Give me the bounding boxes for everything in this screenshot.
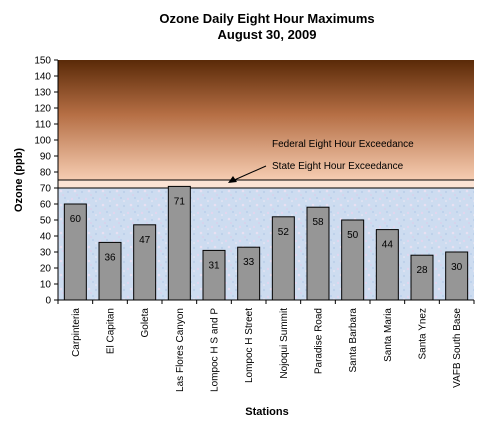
y-axis: 0 10 20 30 40 50 60 70 80 90 100 110 120 130 140 150: [34, 56, 59, 307]
y-tick-label: 50: [40, 216, 52, 227]
x-axis: Carpinteria El Capitan Goleta Las Flores Ca…: [57, 299, 475, 392]
x-tick-label: Lompoc H Street: [244, 308, 255, 383]
high-band: [58, 60, 474, 180]
bar: [202, 249, 226, 301]
data-labels: 60 36 47 71 31 33 52 58 50 44 28 30: [70, 196, 463, 276]
exceedance-band: [58, 180, 474, 188]
bars: [63, 185, 469, 301]
y-axis-title: Ozone (ppb): [13, 148, 25, 212]
y-ticks: 0 10 20 30 40 50 60 70 80 90 100 110 120 130 140 150: [34, 56, 58, 307]
y-tick-label: 20: [40, 264, 52, 275]
data-label: 47: [139, 235, 151, 246]
data-label: 71: [174, 196, 186, 207]
y-tick-label: 60: [40, 200, 52, 211]
data-label: 28: [416, 265, 428, 276]
federal-annotation: Federal Eight Hour Exceedance: [272, 139, 414, 150]
data-label: 30: [451, 262, 463, 273]
data-label: 60: [70, 214, 82, 225]
plot-area: [58, 60, 474, 300]
threshold-lines: [58, 179, 474, 189]
y-tick-label: 70: [40, 184, 52, 195]
low-band: [58, 188, 474, 300]
y-tick-label: 30: [40, 248, 52, 259]
data-label: 50: [347, 230, 359, 241]
x-tick-label: Las Flores Canyon: [175, 308, 186, 392]
state-threshold-label: State Eight Hour Exceedance: [272, 161, 404, 172]
x-tick-label: Santa Ynez: [418, 308, 429, 360]
x-tick-label: Lompoc H S and P: [210, 308, 221, 392]
x-tick-label: Paradise Road: [314, 308, 325, 374]
x-tick-label: Goleta: [140, 308, 151, 338]
y-tick-label: 120: [34, 104, 51, 115]
bar: [237, 246, 261, 301]
state-annotation: State Eight Hour Exceedance: [228, 161, 404, 183]
y-tick-label: 40: [40, 232, 52, 243]
bar: [98, 241, 122, 301]
y-tick-label: 80: [40, 168, 52, 179]
x-tick-label: Santa Maria: [383, 308, 394, 362]
y-tick-label: 150: [34, 56, 51, 67]
x-ticks: [57, 300, 475, 304]
state-arrow-head: [228, 176, 237, 183]
state-arrow-shaft: [231, 165, 267, 182]
y-tick-label: 90: [40, 152, 52, 163]
y-tick-label: 10: [40, 280, 52, 291]
data-label: 33: [243, 257, 255, 268]
x-tick-label: Nojoqui Summit: [279, 308, 290, 379]
federal-threshold-label: Federal Eight Hour Exceedance: [272, 139, 414, 150]
data-label: 44: [382, 240, 394, 251]
data-label: 58: [312, 217, 324, 228]
chart-subtitle: August 30, 2009: [218, 27, 317, 42]
y-tick-label: 140: [34, 72, 51, 83]
data-label: 52: [278, 227, 290, 238]
data-label: 31: [208, 260, 220, 271]
y-tick-label: 100: [34, 136, 51, 147]
y-tick-label: 0: [45, 296, 51, 307]
x-tick-label: VAFB South Base: [452, 308, 463, 388]
x-tick-label: Carpinteria: [71, 308, 82, 357]
y-tick-label: 130: [34, 88, 51, 99]
x-axis-title: Stations: [245, 406, 288, 418]
x-tick-label: Santa Barbara: [348, 308, 359, 373]
data-label: 36: [104, 252, 116, 263]
x-tick-labels: Carpinteria El Capitan Goleta Las Flores Ca…: [71, 308, 463, 392]
bar: [445, 251, 469, 301]
y-tick-label: 110: [35, 120, 51, 131]
x-tick-label: El Capitan: [106, 308, 117, 354]
bar: [410, 254, 434, 301]
chart-title: Ozone Daily Eight Hour Maximums: [159, 11, 374, 26]
